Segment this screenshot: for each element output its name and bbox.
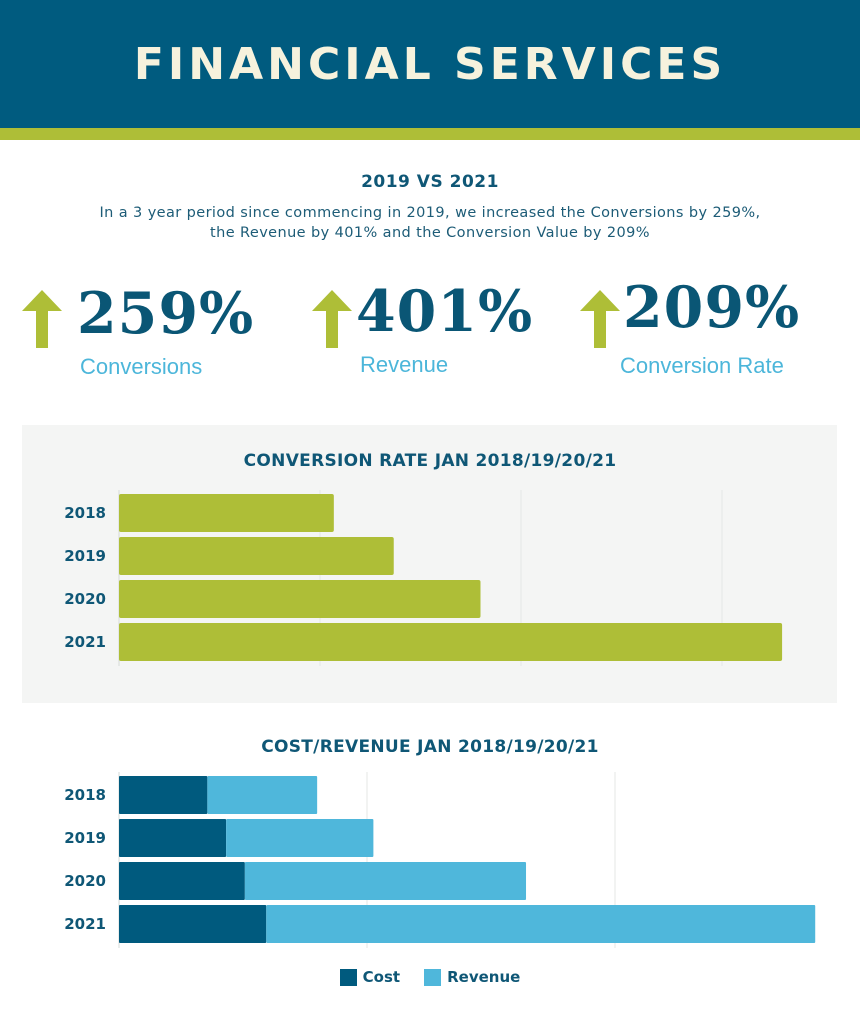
y-tick-label: 2021 (64, 915, 106, 933)
bar (119, 537, 394, 575)
stat-conversions: 259% Conversions (22, 280, 292, 400)
bar-cost (119, 819, 227, 857)
bar-revenue (244, 862, 527, 900)
stat-label: Revenue (360, 352, 449, 377)
bar-cost (119, 862, 245, 900)
bar (119, 580, 481, 618)
page-title: FINANCIAL SERVICES (133, 38, 727, 90)
bar (119, 494, 334, 532)
conversion-rate-chart: 2018 2019 2020 2021 (64, 490, 783, 666)
stat-value: 209% (623, 274, 801, 341)
y-tick-label: 2019 (64, 829, 106, 847)
summary-heading: 2019 VS 2021 (361, 172, 499, 192)
y-tick-label: 2020 (64, 872, 106, 890)
legend-swatch-revenue (424, 968, 442, 986)
legend-label-revenue: Revenue (447, 968, 521, 986)
cost-revenue-chart: 2018 2019 2020 2021 (64, 772, 816, 948)
summary-text: In a 3 year period since commencing in 2… (40, 203, 820, 243)
arrow-up-icon (312, 290, 352, 348)
legend-item-revenue: Revenue (424, 968, 520, 986)
y-tick-label: 2019 (64, 547, 106, 565)
stat-label: Conversion Rate (620, 353, 784, 378)
arrow-up-icon (580, 290, 620, 348)
stat-value: 259% (77, 280, 255, 347)
header-banner: FINANCIAL SERVICES (0, 0, 860, 128)
stat-label: Conversions (80, 354, 203, 379)
bar-revenue (226, 819, 374, 857)
legend-label-cost: Cost (362, 968, 401, 986)
bar-cost (119, 776, 208, 814)
header-stripe (0, 128, 860, 140)
stat-conversion-rate: 209% Conversion Rate (580, 274, 840, 400)
y-tick-label: 2020 (64, 590, 106, 608)
bar-revenue (207, 776, 318, 814)
y-tick-label: 2018 (64, 786, 106, 804)
cost-revenue-chart-title: COST/REVENUE JAN 2018/19/20/21 (261, 737, 599, 757)
legend-swatch-cost (339, 968, 357, 986)
bar-cost (119, 905, 267, 943)
bar-revenue (266, 905, 816, 943)
y-tick-label: 2018 (64, 504, 106, 522)
y-tick-label: 2021 (64, 633, 106, 651)
bar (119, 623, 783, 661)
stat-value: 401% (356, 278, 534, 345)
stat-revenue: 401% Revenue (312, 278, 562, 400)
summary-text-line1: In a 3 year period since commencing in 2… (99, 205, 761, 221)
summary-text-line2: the Revenue by 401% and the Conversion V… (210, 225, 650, 241)
conversion-rate-chart-title: CONVERSION RATE JAN 2018/19/20/21 (243, 451, 617, 471)
arrow-up-icon (22, 290, 62, 348)
legend-item-cost: Cost (339, 968, 401, 986)
cost-revenue-legend: Cost Revenue (0, 968, 860, 986)
